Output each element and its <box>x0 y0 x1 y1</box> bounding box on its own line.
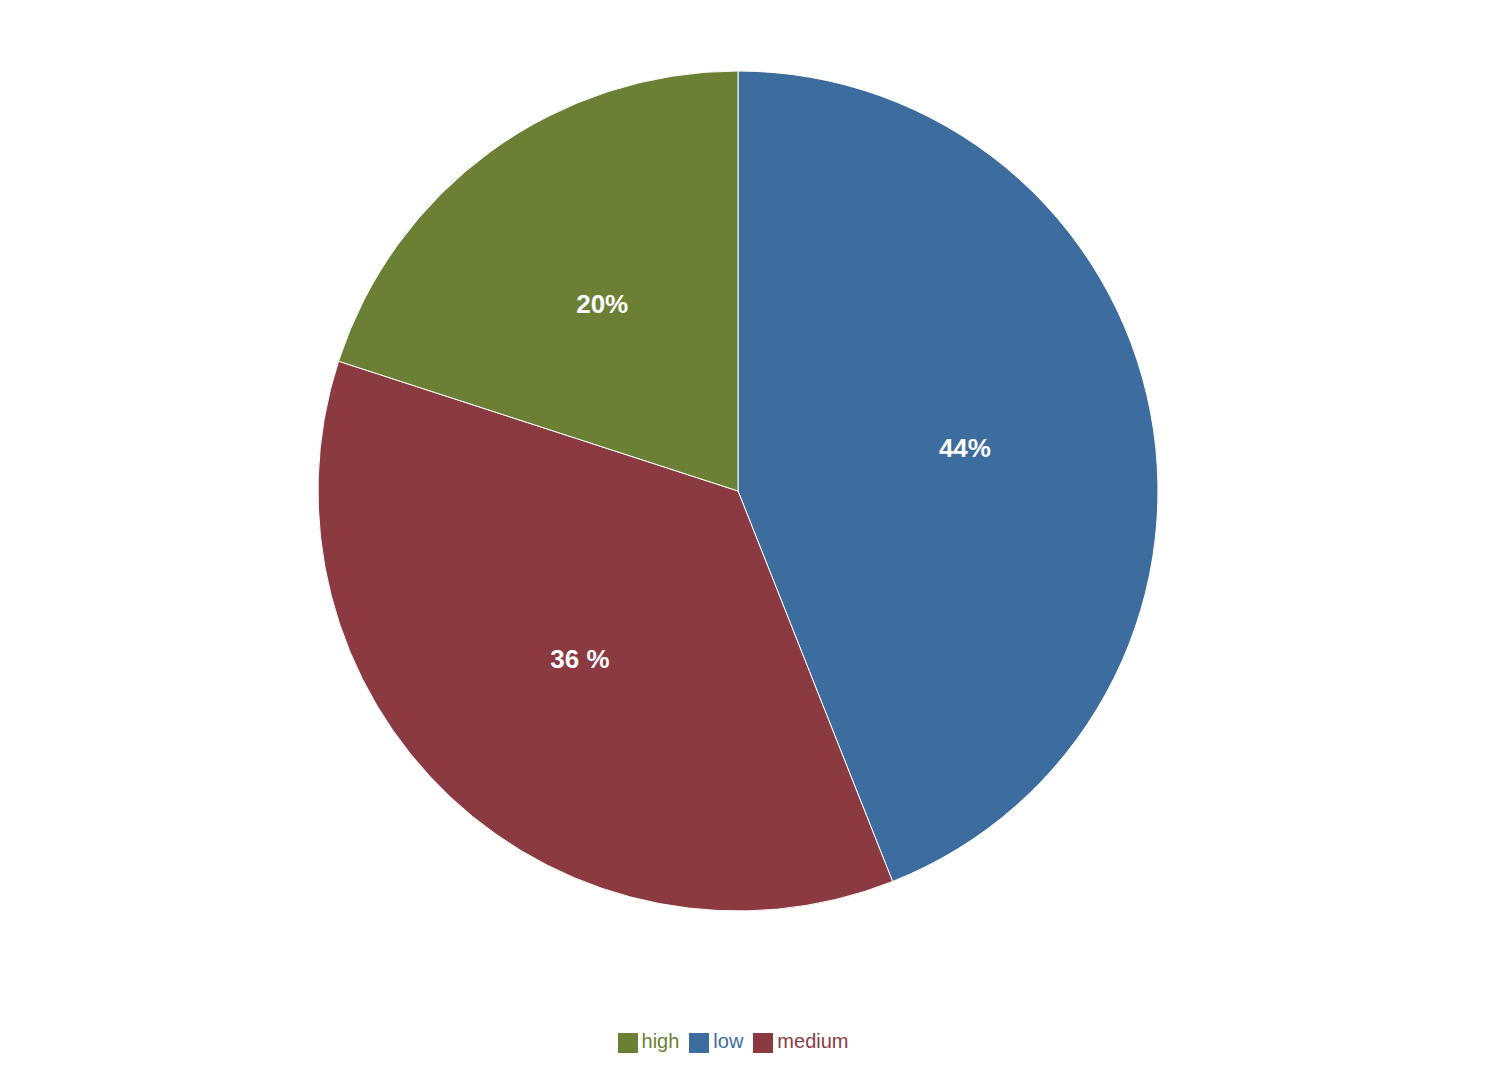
svg-text:20%: 20% <box>576 289 628 319</box>
html-text:high: high <box>641 1030 680 1052</box>
svg-text:44%: 44% <box>939 433 991 463</box>
html-text:low: low <box>713 1030 744 1052</box>
svg-text:36 %: 36 % <box>550 644 609 674</box>
html-text:medium: medium <box>777 1030 849 1052</box>
